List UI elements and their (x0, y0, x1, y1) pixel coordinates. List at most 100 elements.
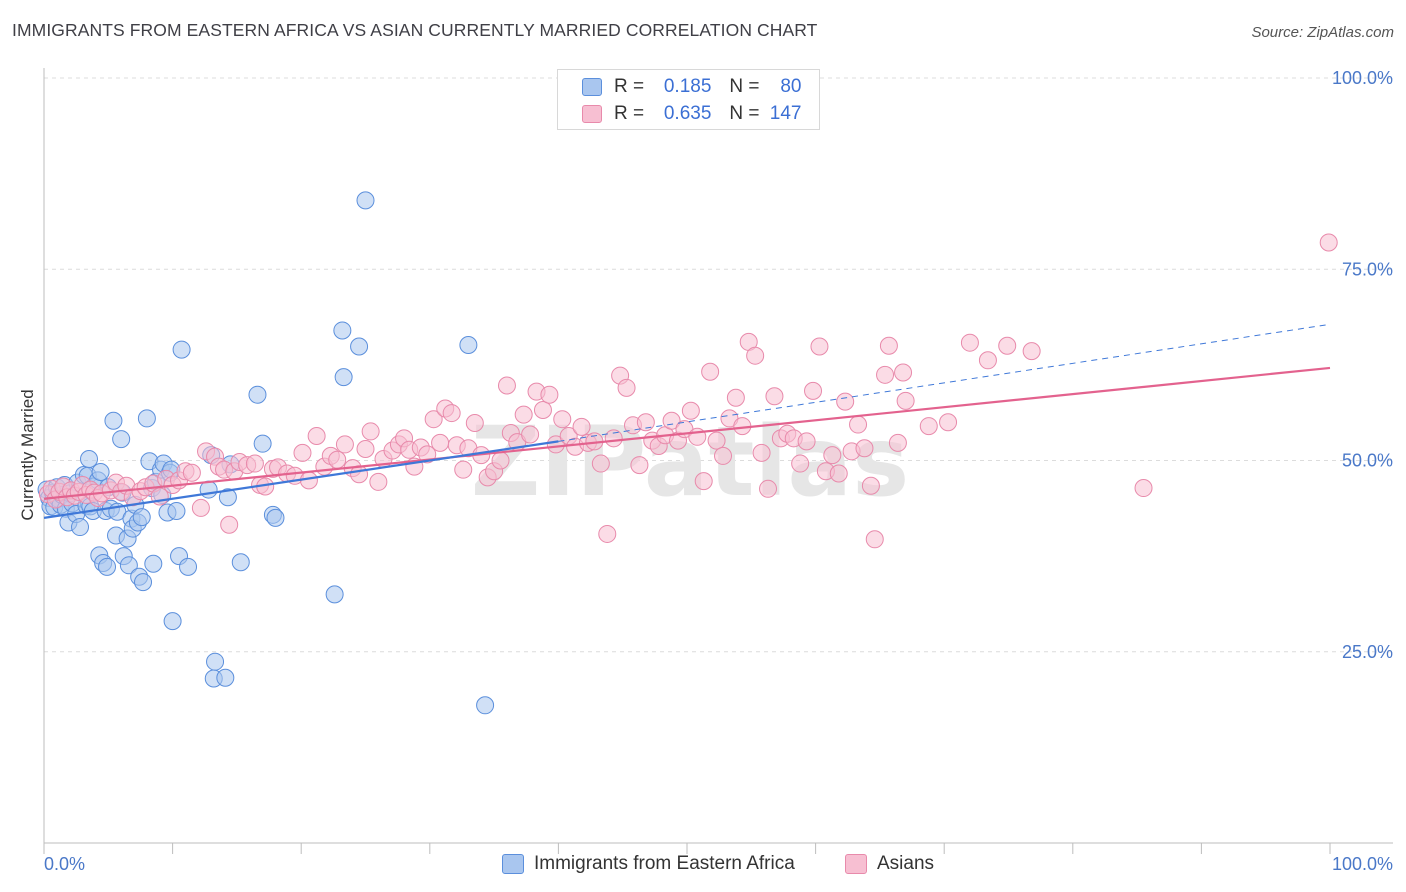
asians-point (849, 415, 868, 434)
eastern-africa-point (137, 409, 156, 428)
eastern-africa-point (350, 337, 369, 356)
y-axis-label: Currently Married (18, 389, 37, 520)
asians-point (335, 435, 354, 454)
legend-n-label: N = (729, 103, 760, 124)
eastern-africa-point (325, 585, 344, 604)
asians-point (960, 333, 979, 352)
asians-point (328, 450, 347, 469)
eastern-africa-point (134, 573, 153, 592)
asians-point (879, 336, 898, 355)
asians-point (714, 446, 733, 465)
legend-n-value: 80 (780, 76, 802, 97)
eastern-africa-point (476, 696, 495, 715)
asians-point (681, 401, 700, 420)
asians-point (1022, 342, 1041, 361)
asians-point (245, 454, 264, 473)
legend-swatch-blue (582, 78, 602, 96)
asians-point (1319, 233, 1338, 252)
legend-n-value: 147 (769, 103, 802, 124)
legend-r-label: R = (614, 76, 645, 97)
eastern-africa-point (144, 554, 163, 573)
bottom-legend-eastern-africa: Immigrants from Eastern Africa (502, 851, 795, 877)
eastern-africa-point (172, 340, 191, 359)
legend-row-asians: R = 0.635 N = 147 (582, 102, 802, 126)
axes (43, 68, 1393, 854)
asians-point (465, 414, 484, 433)
eastern-africa-point (98, 557, 117, 576)
asians-point (533, 401, 552, 420)
asians-point (293, 443, 312, 462)
asians-point (182, 463, 201, 482)
legend-swatch-pink (582, 105, 602, 123)
asians-point (369, 472, 388, 491)
asians-point (797, 432, 816, 451)
eastern-africa-point (112, 430, 131, 449)
eastern-africa-point (91, 462, 110, 481)
bottom-legend-swatch-pink (845, 854, 867, 874)
eastern-africa-trend-line (43, 440, 559, 519)
eastern-africa-point (167, 501, 186, 520)
eastern-africa-point (71, 518, 90, 537)
asians-point (861, 476, 880, 495)
legend-r-value: 0.185 (663, 76, 712, 97)
asians-point (998, 336, 1017, 355)
asians-point (896, 391, 915, 410)
legend-r-label: R = (614, 103, 645, 124)
asians-point (939, 413, 958, 432)
x-tick-label: 100.0% (1332, 854, 1393, 874)
tick-labels: 100.0% 75.0% 50.0% 25.0% 0.0% 100.0% (44, 68, 1393, 874)
asians-point (865, 530, 884, 549)
asians-point (759, 479, 778, 498)
trend-lines (43, 323, 1331, 519)
legend-n-label: N = (729, 76, 760, 97)
asians-point (746, 346, 765, 365)
asians-point (514, 405, 533, 424)
asians-point (791, 454, 810, 473)
asians-point (636, 413, 655, 432)
y-tick-label: 50.0% (1342, 451, 1393, 471)
asians-point (591, 454, 610, 473)
y-tick-label: 75.0% (1342, 259, 1393, 279)
asians-point (919, 417, 938, 436)
asians-point (431, 433, 450, 452)
asians-point (356, 440, 375, 459)
asians-trend-line (43, 366, 1331, 500)
asians-point (442, 404, 461, 423)
asians-point (876, 365, 895, 384)
asians-point (424, 410, 443, 429)
asians-point (1134, 479, 1153, 498)
bottom-legend-swatch-blue (502, 854, 524, 874)
asians-point (540, 385, 559, 404)
bottom-legend-label-eastern-africa: Immigrants from Eastern Africa (534, 853, 795, 874)
eastern-africa-point (104, 411, 123, 430)
chart-title: IMMIGRANTS FROM EASTERN AFRICA VS ASIAN … (12, 20, 818, 40)
eastern-africa-trend-extension (558, 323, 1331, 442)
y-tick-label: 25.0% (1342, 642, 1393, 662)
asians-point (598, 524, 617, 543)
asians-point (491, 451, 510, 470)
eastern-africa-point (218, 488, 237, 507)
asians-point (617, 378, 636, 397)
asians-point (836, 392, 855, 411)
asians-point (855, 439, 874, 458)
eastern-africa-point (119, 556, 138, 575)
y-tick-label: 100.0% (1332, 68, 1393, 88)
asians-point (454, 460, 473, 479)
eastern-africa-point (231, 553, 250, 572)
asians-point (701, 362, 720, 381)
eastern-africa-point (80, 449, 99, 468)
asians-point (191, 498, 210, 517)
legend-row-eastern-africa: R = 0.185 N = 80 (582, 75, 802, 99)
asians-point (521, 425, 540, 444)
eastern-africa-point (459, 335, 478, 354)
asians-point (572, 417, 591, 436)
asians-point (220, 515, 239, 534)
legend: R = 0.185 N = 80 R = 0.635 N = 147 (557, 69, 820, 130)
eastern-africa-point (132, 508, 151, 527)
asians-point (810, 337, 829, 356)
eastern-africa-point (248, 385, 267, 404)
eastern-africa-point (163, 612, 182, 631)
eastern-africa-point (356, 191, 375, 210)
asians-point (829, 464, 848, 483)
